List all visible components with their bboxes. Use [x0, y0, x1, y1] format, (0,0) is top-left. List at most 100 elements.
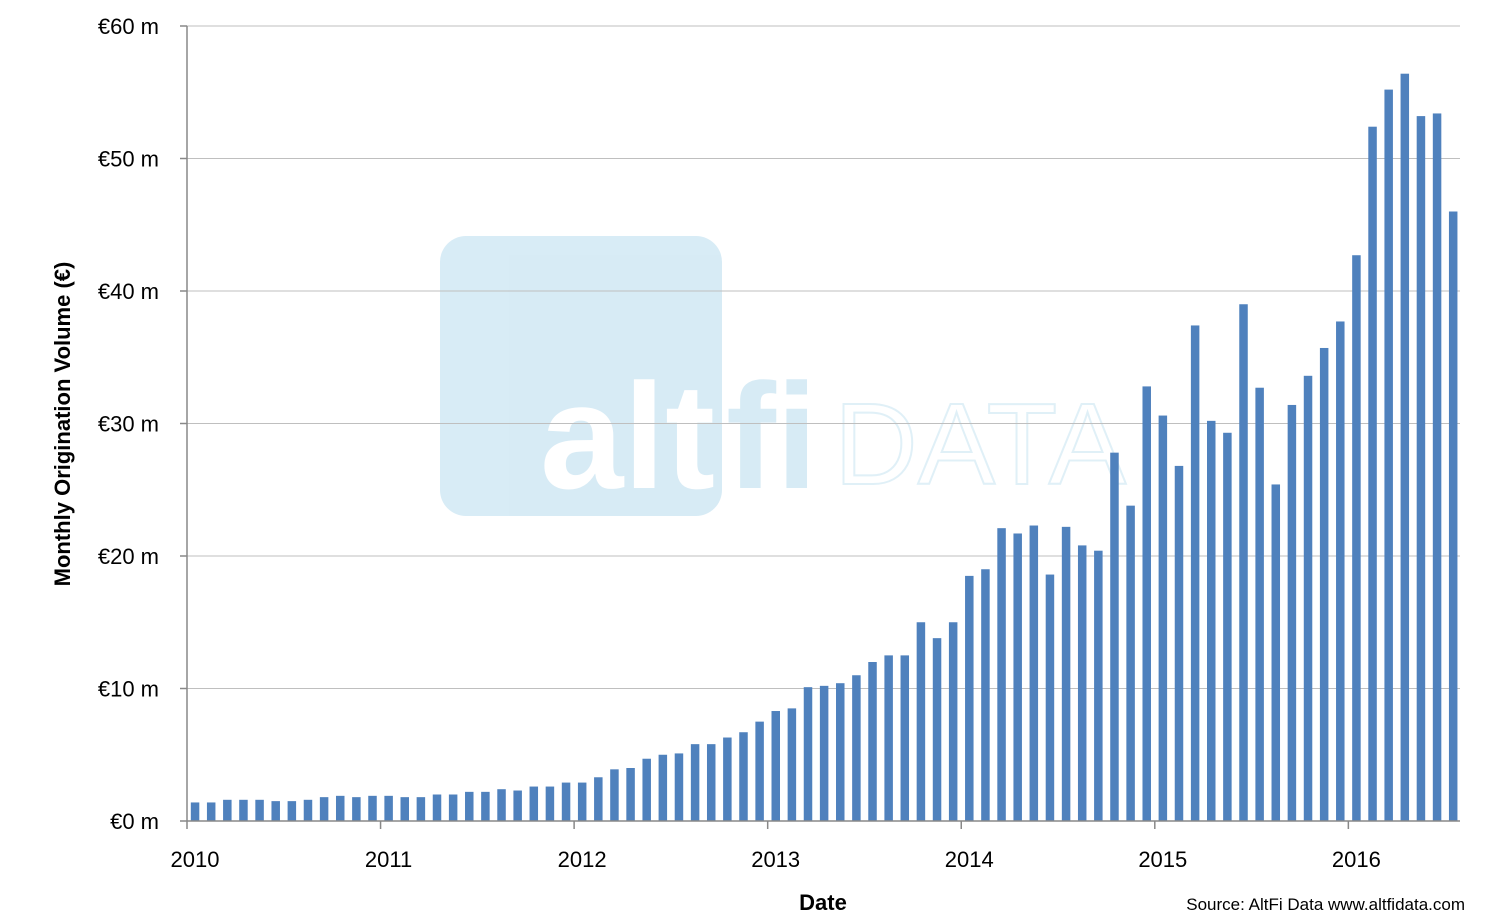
bar [1287, 404, 1297, 821]
bar [1255, 387, 1264, 821]
bar [771, 711, 780, 821]
bar [1045, 574, 1055, 821]
bar [1094, 550, 1103, 821]
watermark-logo: alt fi DATA [440, 236, 1128, 520]
bar [577, 782, 587, 821]
x-tick-label: 2016 [1332, 847, 1381, 872]
bar [1077, 545, 1087, 821]
bar [255, 799, 264, 821]
bar [432, 794, 442, 821]
x-tick-label: 2011 [365, 847, 412, 872]
y-tick-label: €20 m [98, 544, 159, 569]
bar [787, 708, 797, 822]
x-axis-title: Date [799, 890, 847, 915]
bar [1013, 533, 1022, 821]
bar [287, 801, 297, 822]
bar [513, 790, 522, 821]
y-tick-label: €40 m [98, 279, 159, 304]
bar [1061, 526, 1071, 821]
bar [1207, 420, 1216, 821]
bar [948, 622, 958, 821]
bar [1190, 325, 1200, 821]
bar [900, 655, 910, 822]
x-tick-label: 2014 [945, 847, 994, 872]
x-tick-labels: 2010 2011 2012 2013 2014 2015 2016 [171, 821, 1381, 872]
bar [819, 685, 829, 821]
bar [723, 737, 732, 821]
bar [658, 754, 668, 821]
bar [739, 732, 748, 821]
bar [610, 769, 619, 821]
bar [529, 786, 539, 821]
bar [965, 575, 974, 822]
bar [561, 782, 571, 821]
y-tick-labels: €0 m €10 m €20 m €30 m €40 m €50 m €60 m [98, 14, 187, 834]
x-tick-label: 2010 [171, 847, 220, 872]
bar [642, 758, 651, 821]
y-tick-label: €60 m [98, 14, 159, 39]
bar [400, 797, 409, 821]
bar [706, 744, 716, 821]
y-axis-title: Monthly Origination Volume (€) [50, 262, 75, 587]
bar [1448, 211, 1458, 821]
bar [1142, 386, 1151, 821]
bar [1271, 484, 1281, 821]
bar [836, 683, 845, 821]
bar [690, 744, 700, 821]
bar [223, 799, 232, 821]
x-tick-label: 2013 [751, 847, 800, 872]
bar [852, 675, 861, 821]
bar [448, 794, 458, 821]
bar [626, 768, 635, 821]
bar [1319, 347, 1329, 821]
source-note: Source: AltFi Data www.altfidata.com [1186, 895, 1465, 914]
bar [1384, 89, 1393, 822]
bar [271, 801, 280, 822]
bar [674, 753, 684, 821]
bar [1158, 415, 1168, 821]
bar [594, 777, 603, 821]
bar [1368, 126, 1377, 821]
x-tick-label: 2015 [1138, 847, 1187, 872]
y-tick-label: €10 m [98, 677, 159, 702]
y-tick-label: €0 m [110, 809, 159, 834]
bar [1336, 321, 1345, 821]
bar [1110, 452, 1119, 821]
bar [981, 569, 990, 821]
bar [368, 795, 377, 821]
bar [1352, 255, 1361, 822]
bar [1223, 432, 1232, 821]
x-tick-label: 2012 [558, 847, 607, 872]
bar [239, 799, 248, 821]
bar [1400, 73, 1410, 821]
gridlines [187, 25, 1460, 689]
bar [1126, 505, 1135, 821]
y-tick-label: €50 m [98, 147, 159, 172]
bar [1239, 304, 1248, 821]
watermark-alt: alt [540, 352, 715, 520]
bar [997, 528, 1006, 821]
watermark-data: DATA [834, 379, 1127, 509]
bar [352, 797, 361, 821]
watermark-box [440, 236, 722, 516]
bar [1029, 525, 1039, 821]
bar [1174, 465, 1184, 821]
bar [416, 797, 426, 821]
bar [319, 797, 329, 821]
bar [465, 791, 474, 821]
y-tick-label: €30 m [98, 412, 159, 437]
bars [190, 73, 1458, 822]
bar [755, 721, 764, 822]
bar [884, 655, 893, 822]
bar [803, 687, 813, 821]
bar [206, 802, 216, 821]
bar [335, 795, 345, 821]
bar [481, 791, 490, 821]
bar [916, 622, 926, 821]
bar [1303, 375, 1313, 821]
bar [1416, 116, 1426, 822]
bar [497, 789, 506, 821]
bar [384, 795, 393, 821]
bar [303, 799, 313, 821]
